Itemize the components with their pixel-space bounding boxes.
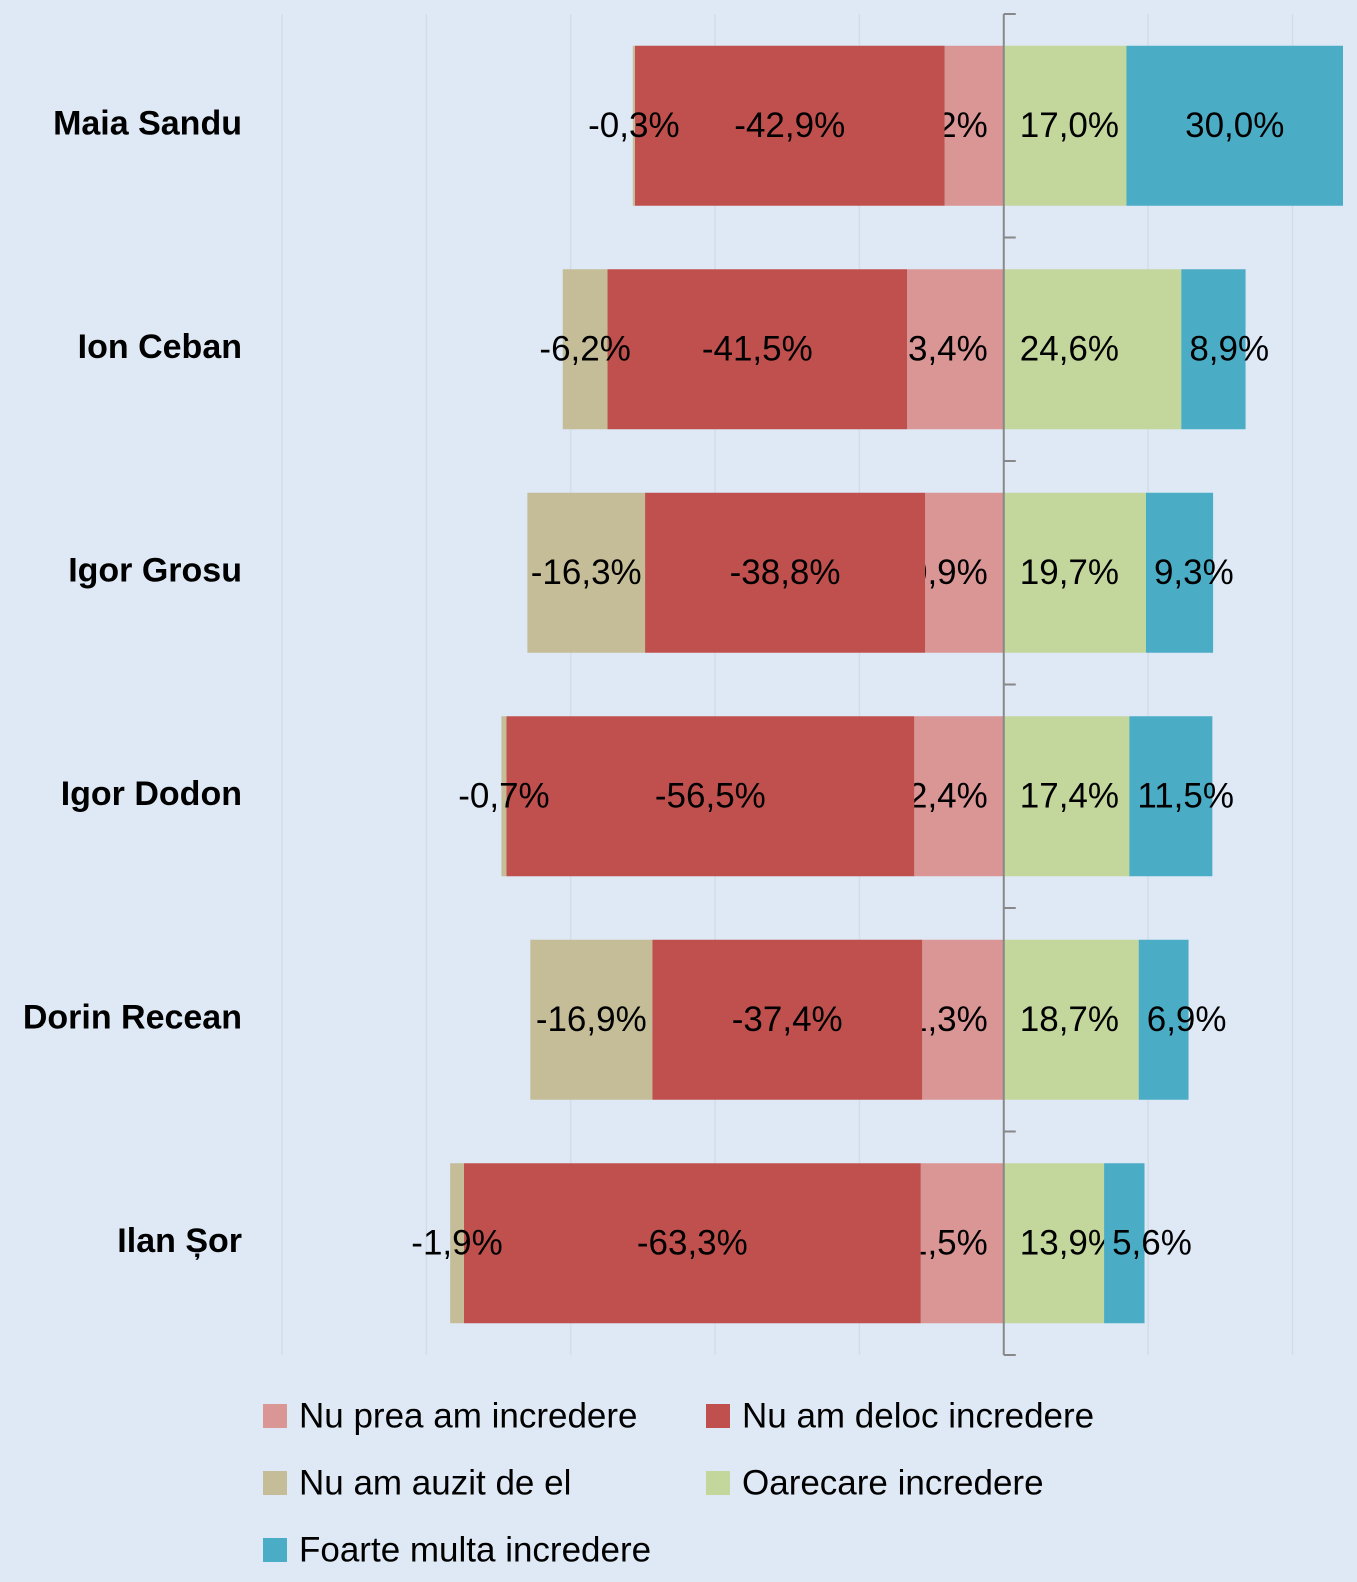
- data-label: -56,5%: [655, 777, 766, 816]
- bar-segment: [1003, 716, 1130, 877]
- bar-segment: [652, 939, 923, 1100]
- bar-segment: [1181, 269, 1246, 430]
- data-label: -6,2%: [539, 330, 630, 369]
- legend-label: Nu prea am incredere: [299, 1396, 638, 1435]
- bar-segment: [1003, 1163, 1105, 1324]
- bar-segment: [530, 939, 653, 1100]
- bar-segment: [1126, 45, 1343, 206]
- data-label: -0,7%: [458, 777, 549, 816]
- data-label: 13,9%: [1020, 1224, 1119, 1263]
- data-label: -16,3%: [531, 553, 642, 592]
- bar-segment: [562, 269, 608, 430]
- bar-segment: [1104, 1163, 1145, 1324]
- category-label: Igor Grosu: [68, 552, 242, 590]
- legend-swatch: [263, 1404, 287, 1428]
- category-label: Maia Sandu: [53, 105, 242, 143]
- data-label: 11,5%: [1137, 777, 1234, 816]
- data-label: -42,9%: [734, 106, 845, 145]
- bar-segment: [450, 1163, 464, 1324]
- bar-segment: [944, 45, 1004, 206]
- data-label: 30,0%: [1185, 106, 1284, 145]
- bar-segment: [527, 492, 646, 653]
- data-label: 5,6%: [1112, 1224, 1192, 1263]
- legend-label: Nu am auzit de el: [299, 1463, 571, 1502]
- bar-segment: [506, 716, 915, 877]
- data-label: -1,9%: [411, 1224, 502, 1263]
- data-label: 19,7%: [1020, 553, 1119, 592]
- legend-swatch: [706, 1404, 730, 1428]
- category-label: Dorin Recean: [23, 999, 242, 1037]
- data-label: 24,6%: [1020, 330, 1119, 369]
- bar-segment: [607, 269, 908, 430]
- data-label: 8,9%: [1189, 330, 1269, 369]
- bar-segment: [914, 716, 1004, 877]
- bar-segment: [925, 492, 1004, 653]
- bar-segment: [920, 1163, 1004, 1324]
- bar-segment: [463, 1163, 921, 1324]
- bar-segment: [1003, 939, 1139, 1100]
- data-label: -0,3%: [588, 106, 679, 145]
- data-label: -37,4%: [732, 1000, 843, 1039]
- legend-swatch: [263, 1538, 287, 1562]
- bar-segment: [907, 269, 1004, 430]
- bar-segment: [1003, 45, 1127, 206]
- bar-segment: [632, 45, 635, 206]
- data-label: -63,3%: [637, 1224, 748, 1263]
- bar-segment: [1003, 269, 1182, 430]
- bar-segment: [1003, 492, 1146, 653]
- bar-segment: [634, 45, 945, 206]
- bar-segment: [501, 716, 507, 877]
- legend-label: Nu am deloc incredere: [742, 1396, 1094, 1435]
- legend-label: Oarecare incredere: [742, 1463, 1044, 1502]
- bar-segment: [1145, 492, 1214, 653]
- bar-segment: [922, 939, 1004, 1100]
- bar-segment: [1138, 939, 1189, 1100]
- category-label: Igor Dodon: [61, 775, 242, 813]
- data-label: -16,9%: [536, 1000, 647, 1039]
- bar-segment: [645, 492, 926, 653]
- bar-segment: [1129, 716, 1213, 877]
- data-label: -41,5%: [702, 330, 813, 369]
- data-label: 6,9%: [1147, 1000, 1227, 1039]
- legend-swatch: [706, 1471, 730, 1495]
- data-label: 9,3%: [1154, 553, 1234, 592]
- category-label: Ilan Șor: [117, 1222, 242, 1260]
- legend-label: Foarte multa incredere: [299, 1530, 651, 1569]
- legend-swatch: [263, 1471, 287, 1495]
- data-label: -38,8%: [730, 553, 841, 592]
- data-label: 17,4%: [1020, 777, 1119, 816]
- data-label: 17,0%: [1020, 106, 1119, 145]
- data-label: 18,7%: [1020, 1000, 1119, 1039]
- category-label: Ion Ceban: [78, 328, 242, 366]
